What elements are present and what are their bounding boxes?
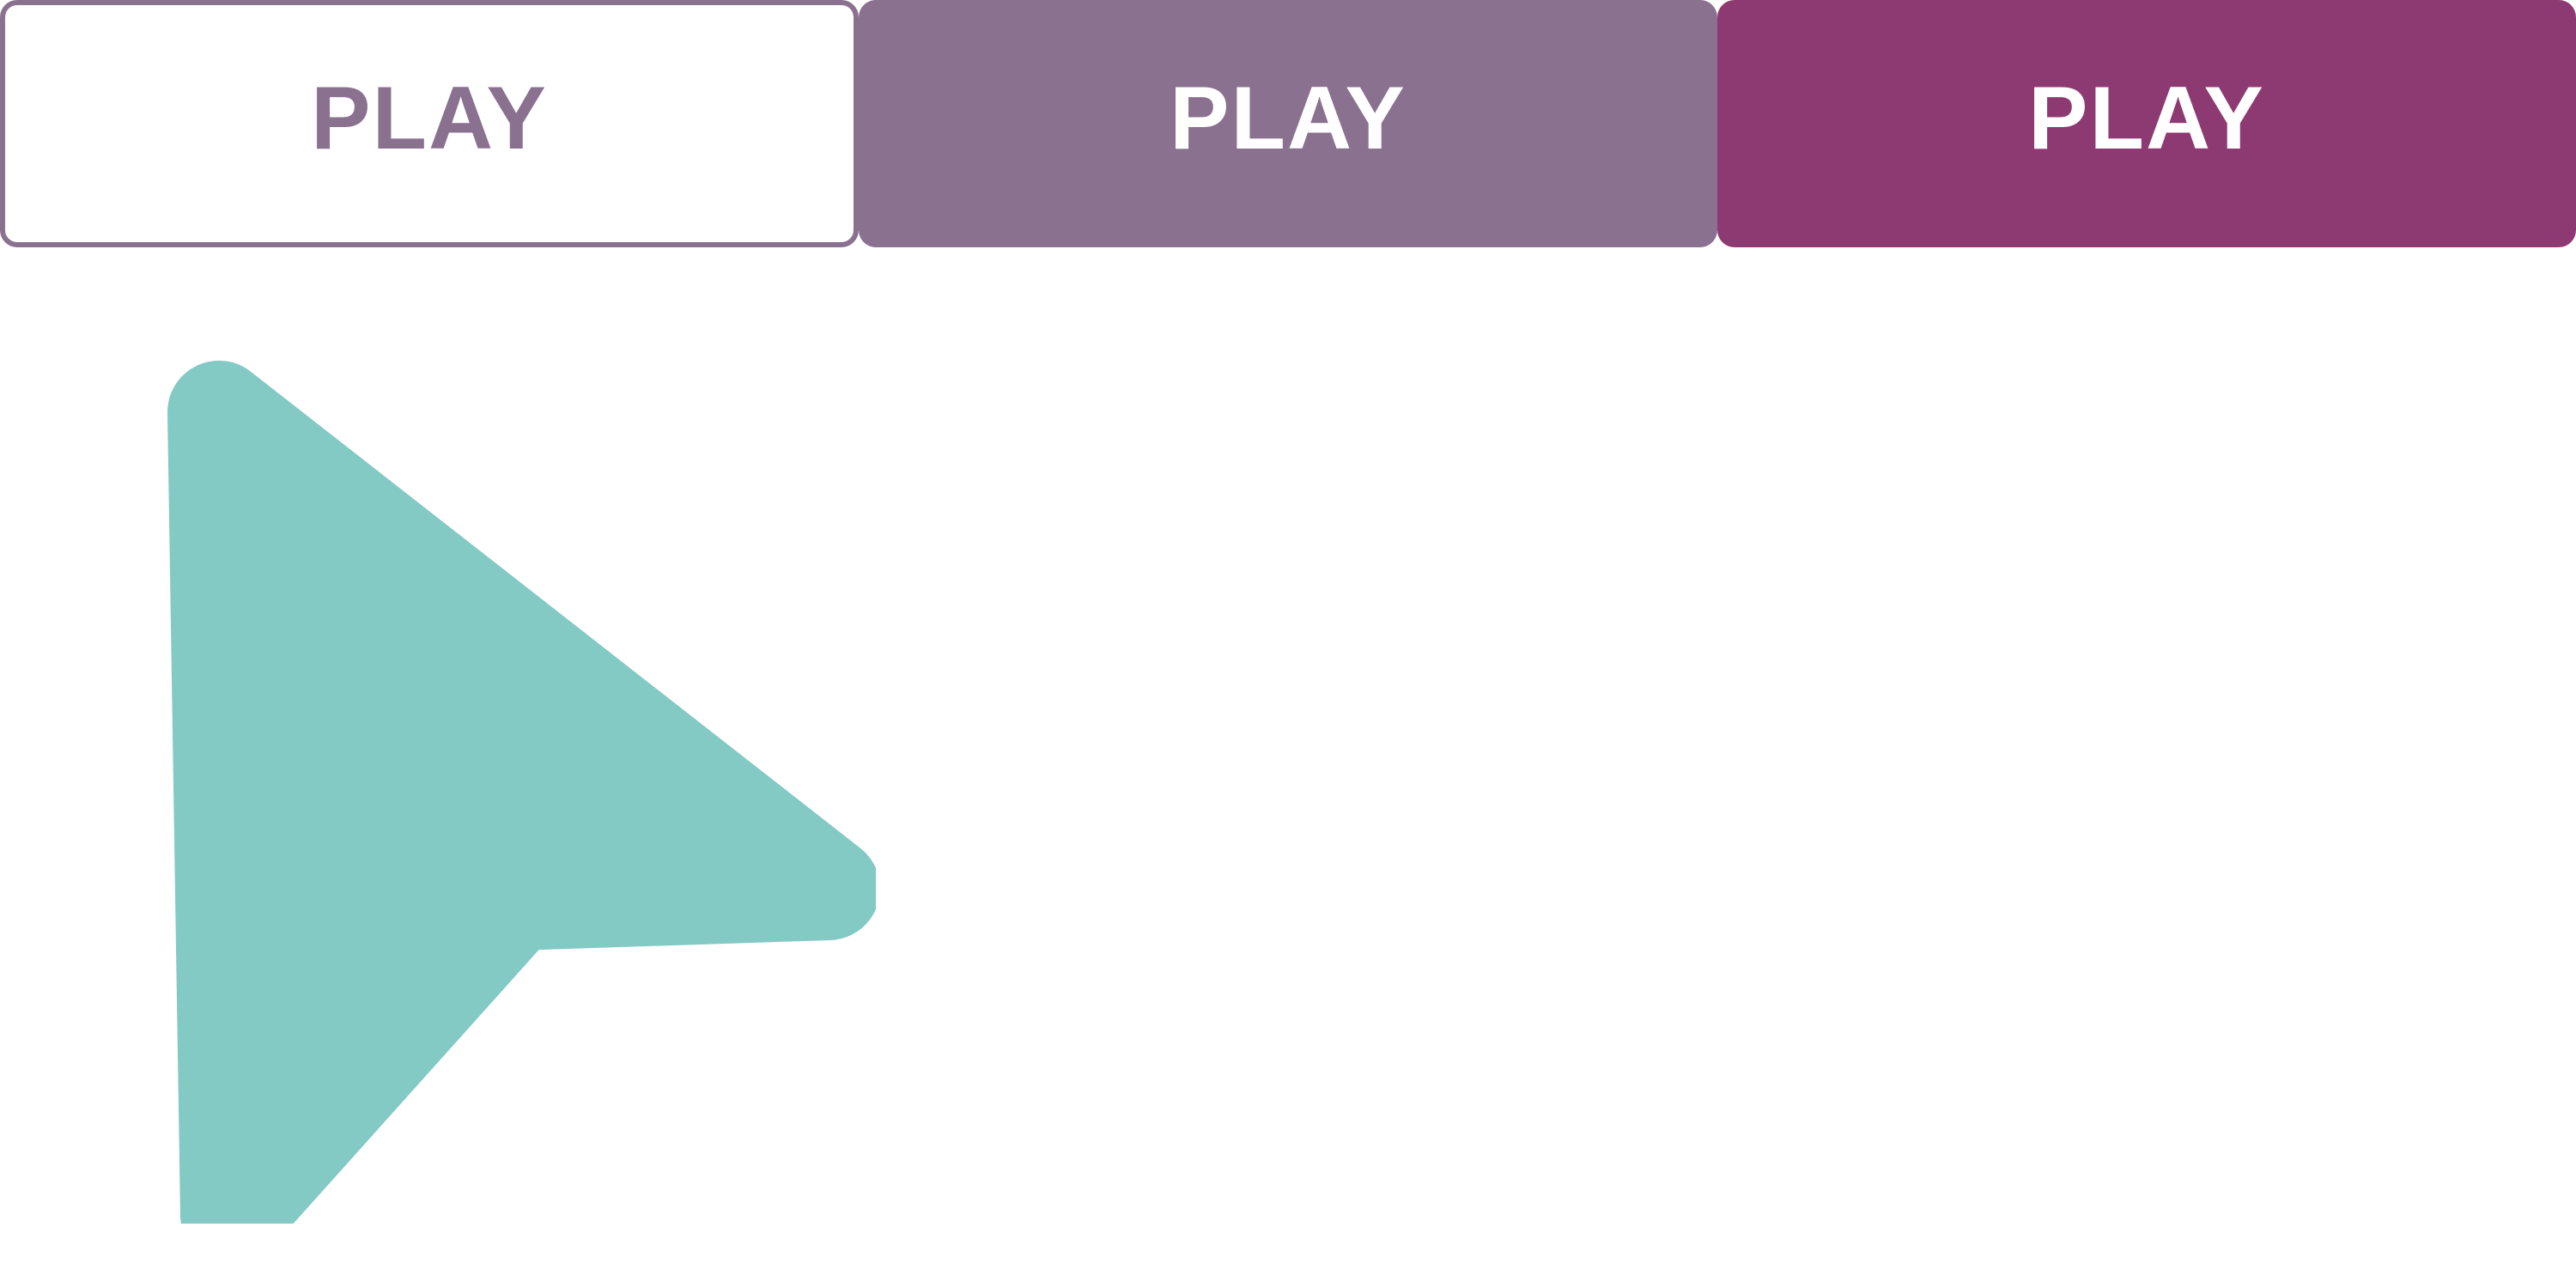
play-button-muted-label: PLAY	[1170, 69, 1406, 168]
play-button-outline-label: PLAY	[311, 69, 548, 168]
play-button-muted[interactable]: PLAY	[859, 0, 1717, 247]
play-button-outline[interactable]: PLAY	[0, 0, 859, 247]
play-button-primary-label: PLAY	[2028, 69, 2265, 168]
pointer-arrow-shape	[167, 361, 876, 1224]
play-button-primary[interactable]: PLAY	[1717, 0, 2576, 247]
pointer-arrow-icon	[137, 339, 876, 1224]
play-button-row: PLAY PLAY PLAY	[0, 0, 2576, 247]
